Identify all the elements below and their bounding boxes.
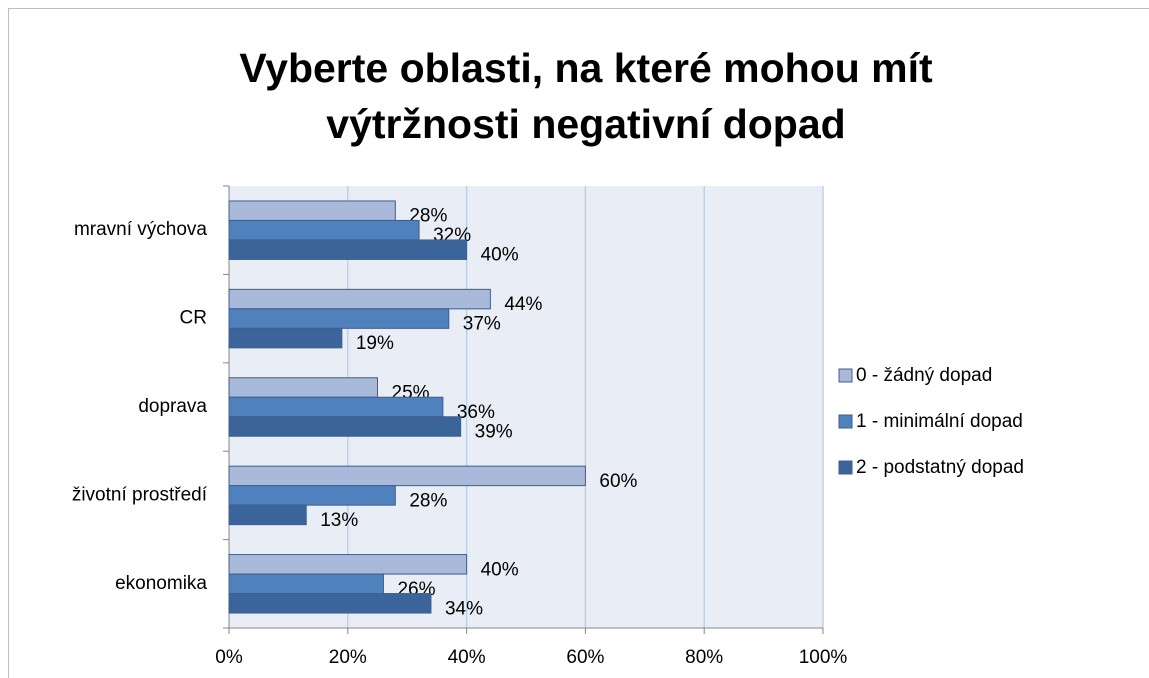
legend-swatch <box>838 368 853 383</box>
y-tick-label: životní prostředí <box>72 484 208 505</box>
bar <box>228 593 432 614</box>
data-label: 19% <box>356 333 394 354</box>
bar <box>228 573 384 595</box>
x-tick-label: 40% <box>448 647 486 668</box>
data-label: 39% <box>475 422 513 443</box>
y-tick-label: CR <box>180 308 207 329</box>
data-label: 28% <box>409 490 447 511</box>
x-tick-label: 20% <box>329 647 367 668</box>
y-tick-label: doprava <box>138 396 207 417</box>
data-label: 60% <box>599 471 637 492</box>
bar <box>228 554 468 575</box>
legend-swatch <box>838 460 853 475</box>
chart-title: Vyberte oblasti, na které mohou mít výtr… <box>239 45 933 147</box>
bar <box>228 504 307 526</box>
x-tick-label: 100% <box>799 647 848 668</box>
data-label: 40% <box>481 559 519 580</box>
bar <box>228 485 396 506</box>
x-tick-label: 60% <box>566 647 604 668</box>
data-label: 34% <box>445 598 483 619</box>
data-label: 13% <box>320 510 358 531</box>
bar <box>228 200 396 221</box>
data-label: 36% <box>457 402 495 423</box>
bar <box>228 308 450 329</box>
legend-label: 0 - žádný dopad <box>856 365 992 386</box>
data-label: 40% <box>481 245 519 266</box>
legend-label: 2 - podstatný dopad <box>856 457 1024 478</box>
legend-label: 1 - minimální dopad <box>856 411 1023 432</box>
bar <box>228 465 586 487</box>
chart-border <box>8 8 1149 678</box>
x-tick-label: 0% <box>215 647 243 668</box>
legend-swatch <box>838 414 853 429</box>
y-tick-label: mravní výchova <box>74 219 207 240</box>
data-label: 37% <box>463 314 501 335</box>
bar <box>228 377 378 398</box>
bar <box>228 416 462 437</box>
data-label: 44% <box>504 294 542 315</box>
bar <box>228 288 491 310</box>
bar <box>228 396 444 418</box>
bar <box>228 219 420 241</box>
y-tick-label: ekonomika <box>115 573 207 594</box>
bar <box>228 327 343 349</box>
x-tick-label: 80% <box>685 647 723 668</box>
bar <box>228 239 468 260</box>
